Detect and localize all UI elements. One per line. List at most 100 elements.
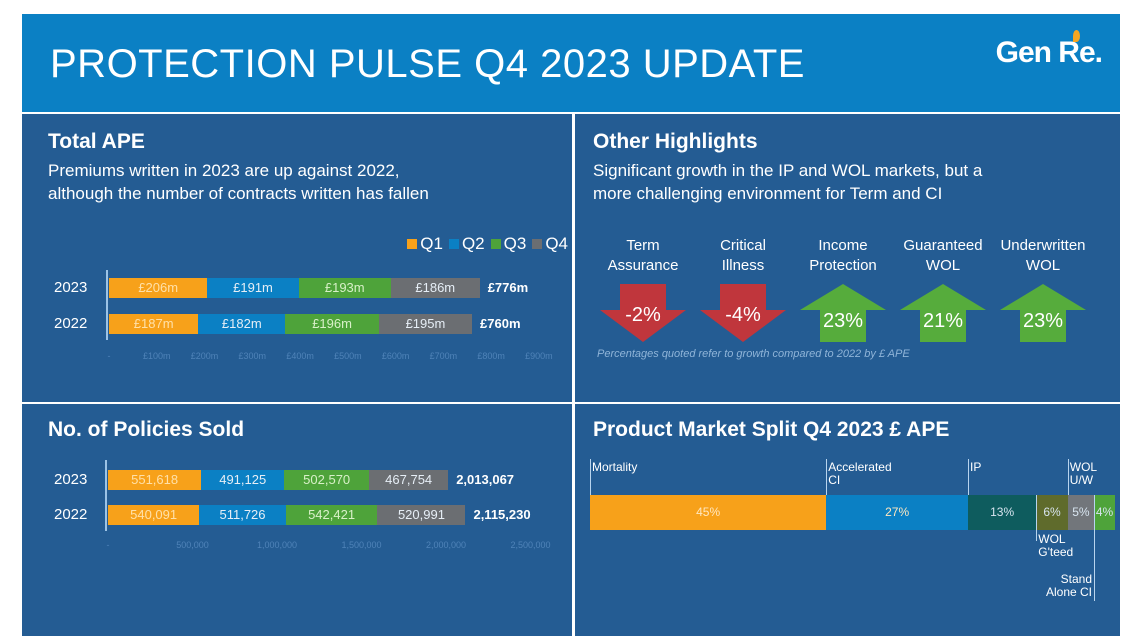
- bar-segment-Q2: £182m: [198, 314, 286, 334]
- growth-label: Protection: [809, 257, 877, 274]
- legend-label: Q4: [545, 234, 568, 253]
- split-label: Mortality: [592, 460, 638, 474]
- split-leader-line: [968, 459, 969, 495]
- category-label: 2022: [54, 506, 88, 523]
- legend-item-Q1: Q1: [407, 234, 443, 254]
- growth-label: Term: [626, 237, 660, 254]
- total-label: 2,013,067: [456, 472, 515, 487]
- split-leader-line: [826, 459, 828, 495]
- highlights-title: Other Highlights: [593, 130, 758, 153]
- x-tick-label: -: [106, 540, 110, 550]
- x-tick-label: £900m: [525, 351, 553, 361]
- x-tick-label: 1,000,000: [256, 540, 298, 550]
- bar-segment-Q4: 467,754: [369, 470, 449, 490]
- x-tick-label: -: [107, 351, 111, 361]
- split-segment: 27%: [826, 495, 968, 530]
- ape-subtitle-2: although the number of contracts written…: [48, 184, 429, 203]
- growth-value: 23%: [1022, 310, 1064, 332]
- legend-item-Q3: Q3: [490, 234, 527, 254]
- ape-chart: 2023 £206m £191m £193m £186m £776m 2022 £187m £1…: [22, 114, 572, 402]
- split-segment: 13%: [968, 495, 1037, 530]
- growth-label: Underwritten: [1000, 237, 1086, 254]
- x-tick-label: £500m: [334, 351, 362, 361]
- policies-chart: 2023 551,618 491,125 502,570 467,754 2,013,06…: [22, 404, 572, 636]
- highlights-panel: Term Assurance -2% Critical Illness -4% Income…: [575, 114, 1120, 402]
- header-banner: PROTECTION PULSE Q4 2023 UPDATE Gen Re.: [22, 14, 1120, 112]
- x-tick-label: £100m: [143, 351, 171, 361]
- page-title: PROTECTION PULSE Q4 2023 UPDATE: [50, 42, 805, 86]
- highlights-subtitle-2: more challenging environment for Term an…: [593, 184, 943, 203]
- split-chart: 45% Mortality 27% Accelerated CI 13% IP 6% WOL G'…: [575, 404, 1120, 636]
- growth-value: 21%: [922, 310, 964, 332]
- highlights-subtitle-1: Significant growth in the IP and WOL mar…: [593, 161, 983, 180]
- split-label: WOL: [1038, 532, 1066, 546]
- x-tick-label: £700m: [429, 351, 458, 361]
- growth-value: 23%: [822, 310, 864, 332]
- category-label: 2022: [54, 315, 88, 332]
- x-tick-label: £200m: [190, 351, 219, 361]
- split-label: Accelerated: [828, 460, 892, 474]
- x-tick-label: 500,000: [176, 540, 209, 550]
- legend-swatch: [407, 239, 418, 249]
- legend-item-Q2: Q2: [448, 234, 485, 254]
- split-segment: 6%: [1036, 495, 1068, 530]
- bar-segment-Q1: £187m: [109, 314, 199, 334]
- y-axis-line: [105, 460, 107, 531]
- split-leader-line: [1067, 459, 1069, 495]
- legend-swatch: [490, 239, 501, 249]
- bar-segment-Q2: 491,125: [201, 470, 285, 490]
- split-label: Alone CI: [1045, 585, 1092, 599]
- total-label: £776m: [487, 280, 529, 295]
- bar-segment-Q1: 540,091: [108, 505, 200, 525]
- growth-label: WOL: [925, 257, 961, 274]
- bar-segment-Q4: 520,991: [377, 505, 466, 525]
- bar-segment-Q2: 511,726: [199, 505, 286, 525]
- bar-segment-Q3: 502,570: [284, 470, 370, 490]
- arrow-down-icon: -4%: [700, 284, 786, 342]
- split-title: Product Market Split Q4 2023 £ APE: [593, 418, 950, 441]
- split-label: U/W: [1069, 473, 1094, 487]
- category-label: 2023: [54, 279, 88, 296]
- policies-panel: 2023 551,618 491,125 502,570 467,754 2,013,06…: [22, 404, 572, 636]
- chart-legend: Q1 Q2 Q3 Q4: [407, 234, 568, 254]
- legend-label: Q3: [503, 234, 527, 253]
- split-segment: 5%: [1067, 495, 1094, 530]
- growth-label: Illness: [721, 257, 765, 274]
- split-label: WOL: [1069, 460, 1098, 474]
- y-axis-line: [106, 270, 108, 340]
- split-label: G'teed: [1038, 545, 1074, 559]
- ape-subtitle-1: Premiums written in 2023 are up against …: [48, 161, 400, 180]
- x-tick-label: 2,000,000: [425, 540, 467, 550]
- split-segment: 4%: [1094, 495, 1115, 530]
- category-label: 2023: [54, 471, 88, 488]
- growth-value: -2%: [625, 304, 661, 326]
- split-segment: 45%: [590, 495, 827, 530]
- legend-item-Q4: Q4: [532, 234, 568, 254]
- growth-label: Critical: [720, 237, 766, 254]
- x-tick-label: £300m: [238, 351, 267, 361]
- x-tick-label: 1,500,000: [341, 540, 382, 550]
- growth-arrows: Term Assurance -2% Critical Illness -4% Income…: [575, 114, 1120, 402]
- growth-label: Income: [818, 237, 868, 254]
- arrow-up-icon: 21%: [900, 284, 986, 342]
- growth-value: -4%: [725, 304, 761, 326]
- genre-logo: Gen Re.: [996, 30, 1103, 70]
- total-label: 2,115,230: [473, 507, 531, 522]
- bar-segment-Q3: £196m: [285, 314, 379, 334]
- bar-segment-Q1: £206m: [109, 278, 208, 298]
- split-label: IP: [970, 460, 982, 474]
- bar-segment-Q4: £186m: [390, 278, 480, 298]
- split-leader-line: [1094, 495, 1095, 601]
- legend-label: Q2: [461, 234, 485, 253]
- ape-title: Total APE: [48, 130, 145, 153]
- arrow-up-icon: 23%: [800, 284, 886, 342]
- highlights-note: Percentages quoted refer to growth compa…: [597, 348, 910, 360]
- split-leader-line: [1036, 495, 1038, 541]
- split-panel: 45% Mortality 27% Accelerated CI 13% IP 6% WOL G'…: [575, 404, 1120, 636]
- split-label: CI: [828, 473, 841, 487]
- policies-title: No. of Policies Sold: [48, 418, 245, 441]
- x-tick-label: £800m: [477, 351, 505, 361]
- growth-label: Guaranteed: [903, 237, 983, 254]
- x-tick-label: £400m: [286, 351, 314, 361]
- bar-segment-Q3: £193m: [298, 278, 391, 298]
